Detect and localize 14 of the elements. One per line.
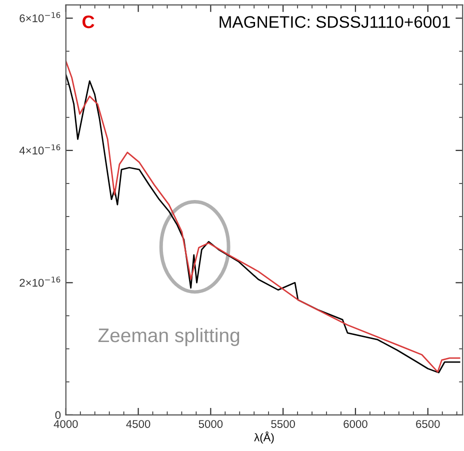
text: MAGNETIC: SDSSJ1110+6001 xyxy=(220,16,450,28)
x-tick-label: 5500 xyxy=(271,420,295,428)
x-tick-label: 6000 xyxy=(344,420,368,428)
annotation: Zeeman splitting xyxy=(98,328,240,346)
y-tick-label: 2×10$^{−16}$ xyxy=(20,276,60,287)
x-tick-label: 6500 xyxy=(416,420,440,428)
y-tick-label: 6×10$^{−16}$ xyxy=(20,12,60,22)
y-tick-label: 0 xyxy=(55,411,61,420)
annotation: C xyxy=(82,15,94,28)
x-axis-title: λ(Å) xyxy=(254,432,274,444)
y-tick-label: 4×10$^{−16}$ xyxy=(19,144,60,154)
x-tick-label: 4500 xyxy=(126,420,150,428)
x-tick-label: 4000 xyxy=(54,420,78,428)
x-tick-label: 5000 xyxy=(198,420,223,428)
